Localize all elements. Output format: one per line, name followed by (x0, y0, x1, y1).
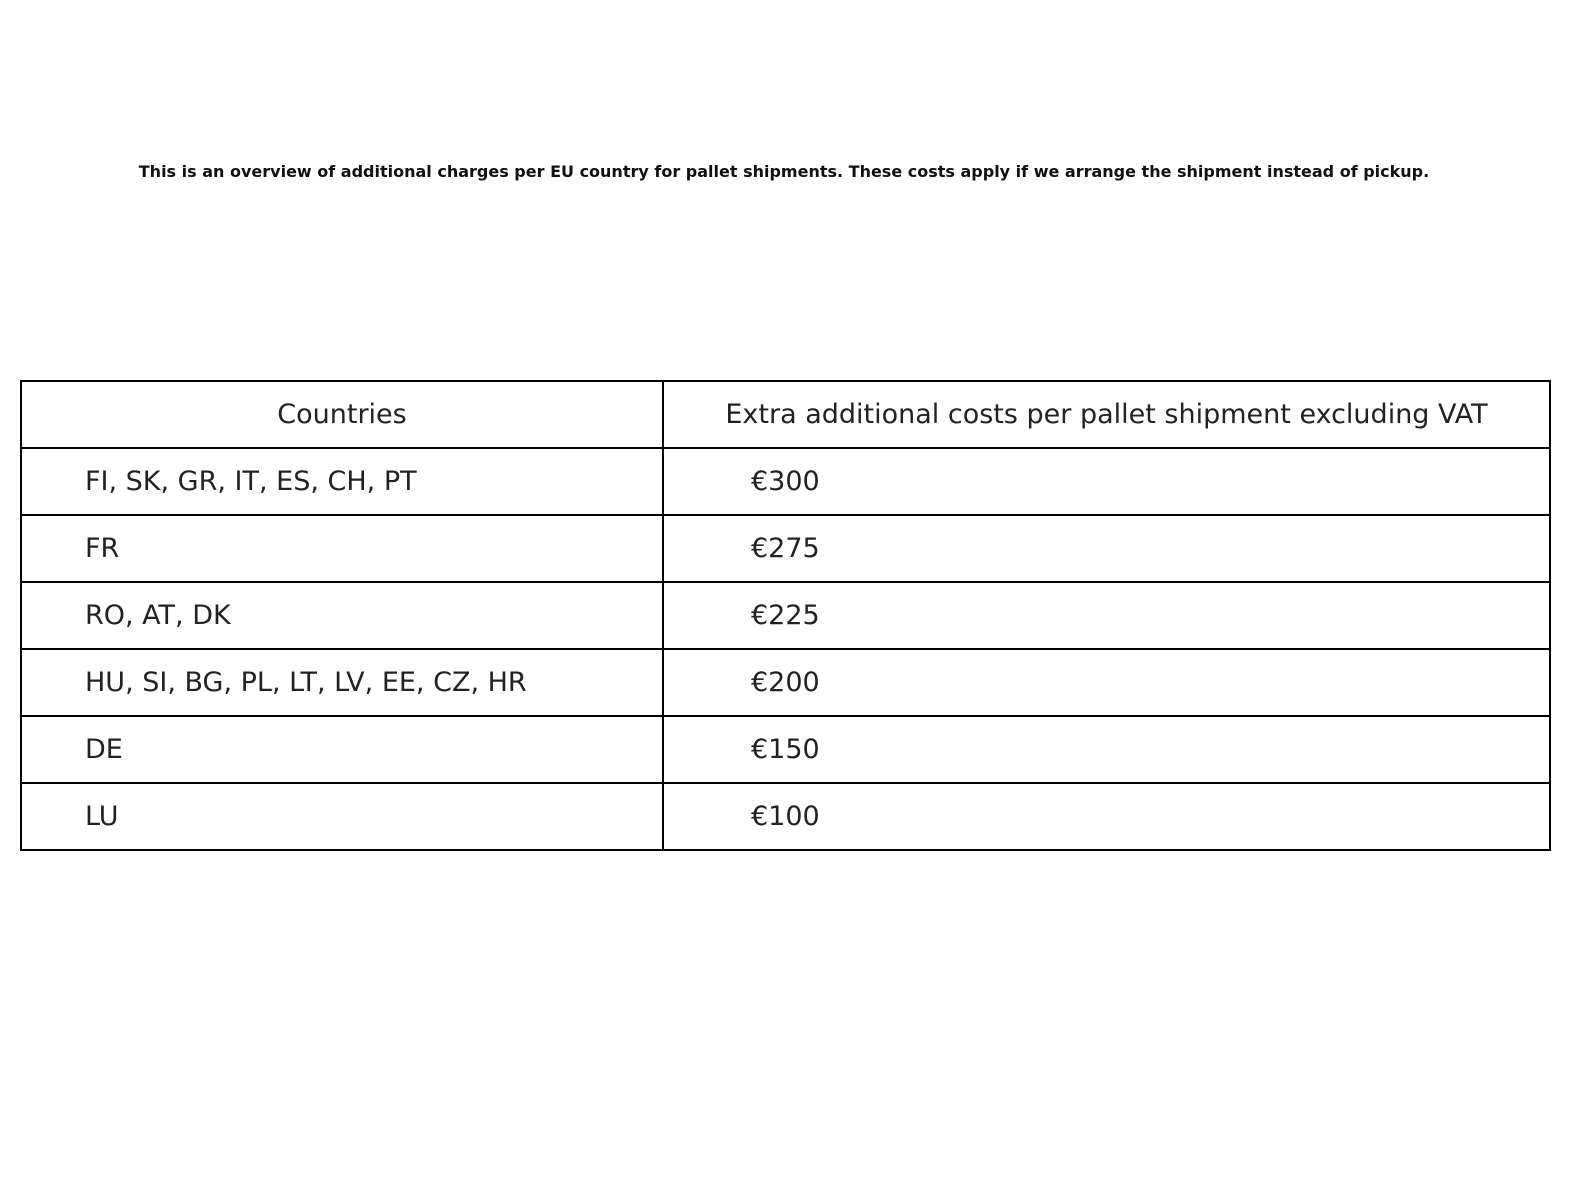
cell-cost: €200 (662, 648, 1551, 717)
table-row: RO, AT, DK €225 (20, 581, 1551, 650)
cell-cost: €100 (662, 782, 1551, 851)
table-row: DE €150 (20, 715, 1551, 784)
cell-cost: €275 (662, 514, 1551, 583)
cell-cost: €225 (662, 581, 1551, 650)
table-header-row: Countries Extra additional costs per pal… (20, 380, 1551, 449)
table-row: FI, SK, GR, IT, ES, CH, PT €300 (20, 447, 1551, 516)
cell-countries: HU, SI, BG, PL, LT, LV, EE, CZ, HR (20, 648, 664, 717)
table-row: FR €275 (20, 514, 1551, 583)
table-row: HU, SI, BG, PL, LT, LV, EE, CZ, HR €200 (20, 648, 1551, 717)
header-extra-costs: Extra additional costs per pallet shipme… (662, 380, 1551, 449)
cell-countries: LU (20, 782, 664, 851)
cell-cost: €150 (662, 715, 1551, 784)
cell-countries: FR (20, 514, 664, 583)
cell-countries: RO, AT, DK (20, 581, 664, 650)
chart-title: This is an overview of additional charge… (138, 162, 1430, 181)
table-row: LU €100 (20, 782, 1551, 851)
cell-countries: DE (20, 715, 664, 784)
pallet-charges-table: Countries Extra additional costs per pal… (20, 380, 1551, 851)
cell-countries: FI, SK, GR, IT, ES, CH, PT (20, 447, 664, 516)
header-countries: Countries (20, 380, 664, 449)
cell-cost: €300 (662, 447, 1551, 516)
